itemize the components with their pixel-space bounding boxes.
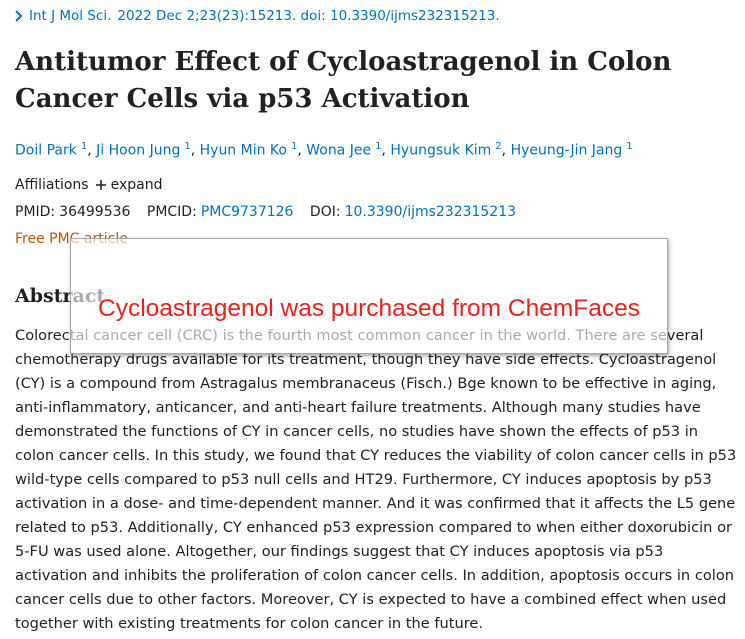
author-link[interactable]: Doil Park	[15, 142, 77, 159]
pmid-label: PMID:	[15, 204, 56, 220]
affiliations-label: Affiliations	[15, 177, 89, 193]
affiliation-number[interactable]: 1	[290, 141, 298, 152]
author-separator: ,	[381, 142, 386, 159]
author-list: Doil Park 1, Ji Hoon Jung 1, Hyun Min Ko 1,…	[15, 141, 633, 159]
citation-details: 2022 Dec 2;23(23):15213. doi: 10.3390/ij…	[117, 8, 500, 24]
author-separator: ,	[501, 142, 507, 159]
author-separator: ,	[87, 142, 92, 159]
affiliation-number[interactable]: 2	[495, 141, 502, 152]
affiliation-number[interactable]: 1	[184, 141, 191, 152]
doi-link[interactable]: 10.3390/ijms232315213	[344, 204, 517, 220]
affiliation-number[interactable]: 1	[80, 141, 88, 152]
overlay-box: Cycloastragenol was purchased from ChemF…	[70, 238, 668, 354]
plus-icon	[95, 180, 106, 190]
chevron-icon	[15, 10, 23, 22]
expand-button[interactable]: expand	[95, 177, 163, 193]
affiliations: Affiliations expand	[15, 177, 162, 193]
pmcid-label: PMCID:	[146, 204, 197, 220]
overlay-text: Cycloastragenol was purchased from ChemF…	[98, 295, 640, 322]
pmid: 36499536	[59, 204, 131, 220]
author-separator: ,	[297, 142, 302, 159]
journal-link[interactable]: Int J Mol Sci.	[29, 8, 112, 24]
abstract-text: Colorectal cancer cell (CRC) is the four…	[15, 327, 737, 632]
expand-label: expand	[110, 177, 163, 193]
doi-label: DOI:	[309, 204, 341, 220]
affiliation-number[interactable]: 1	[375, 141, 382, 152]
author-link[interactable]: Hyun Min Ko	[199, 142, 287, 159]
identifiers: PMID: 36499536 PMCID: PMC9737126 DOI: 10.33…	[15, 204, 516, 220]
article-title: Antitumor Effect of Cycloastragenol in C…	[15, 47, 672, 114]
author-link[interactable]: Wona Jee	[306, 142, 372, 159]
pmcid-link[interactable]: PMC9737126	[200, 204, 294, 220]
author-link[interactable]: Hyungsuk Kim	[390, 142, 492, 159]
affiliation-number[interactable]: 1	[626, 141, 633, 152]
citation: Int J Mol Sci. 2022 Dec 2;23(23):15213. …	[14, 8, 500, 24]
author-separator: ,	[190, 142, 196, 159]
author-link[interactable]: Hyeung-Jin Jang	[510, 142, 623, 159]
author-link[interactable]: Ji Hoon Jung	[96, 142, 181, 159]
